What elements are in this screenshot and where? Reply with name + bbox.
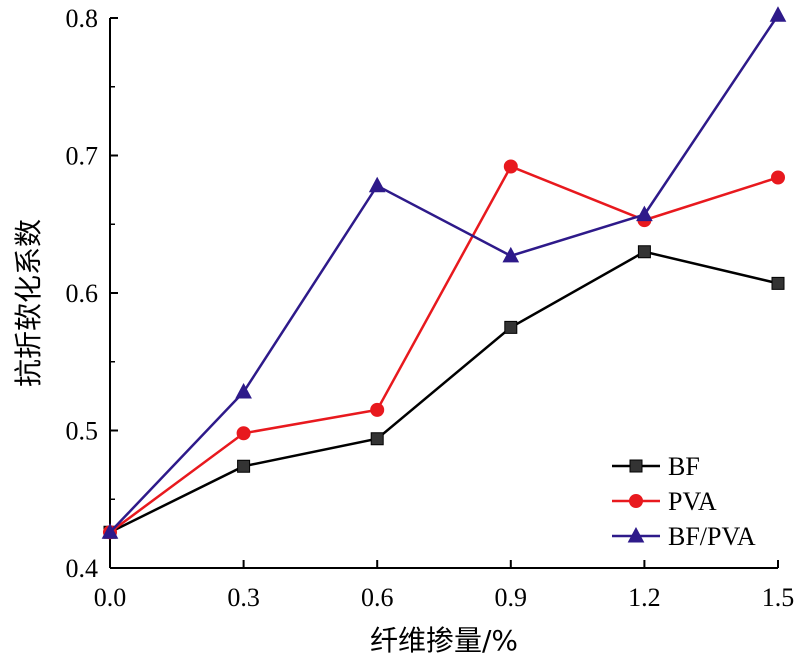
axes: [109, 18, 778, 569]
data-point-bf: [237, 459, 251, 473]
y-tick-label: 0.8: [66, 4, 99, 33]
legend-label: BF: [668, 452, 700, 481]
data-point-pva: [771, 170, 785, 185]
x-tick-label: 0.9: [495, 583, 528, 612]
x-tick-label: 1.2: [628, 583, 661, 612]
data-point-bf-pva: [636, 205, 653, 222]
legend: BF PVA BF/PVA: [612, 452, 756, 551]
y-tick-label: 0.5: [66, 417, 99, 446]
data-point-bf-pva: [502, 246, 520, 263]
legend-marker-bf-pva: [627, 526, 645, 543]
y-tick-label: 0.6: [66, 279, 99, 308]
data-point-pva: [236, 426, 251, 441]
series-pva: [103, 159, 785, 540]
data-point-bf: [370, 432, 384, 446]
y-axis-ticks: 0.4 0.5 0.6 0.7 0.8: [66, 4, 118, 583]
y-tick-label: 0.7: [66, 142, 99, 171]
series-line-pva: [109, 164, 779, 534]
legend-item-bf-pva: BF/PVA: [612, 522, 756, 551]
series-line-bf: [109, 250, 779, 534]
legend-label: BF/PVA: [668, 522, 756, 551]
x-axis-ticks: 0.0 0.3 0.6 0.9 1.2 1.5: [94, 560, 795, 612]
legend-marker-bf: [629, 459, 643, 473]
y-tick-label: 0.4: [66, 554, 99, 583]
legend-item-pva: PVA: [612, 487, 717, 516]
data-point-bf-pva: [368, 176, 386, 193]
data-point-bf: [504, 320, 518, 334]
data-point-bf: [771, 276, 785, 290]
data-point-bf-pva: [235, 382, 252, 399]
legend-item-bf: BF: [612, 452, 700, 481]
data-point-bf-pva: [769, 6, 787, 22]
data-point-bf-pva: [101, 523, 119, 539]
series-bf-pva: [101, 6, 787, 539]
data-point-pva: [370, 402, 385, 417]
x-axis-title: 纤维掺量/%: [370, 624, 518, 657]
legend-label: PVA: [668, 487, 717, 516]
legend-marker-pva: [629, 494, 643, 508]
data-point-bf: [637, 245, 651, 259]
series-layer: [101, 6, 787, 540]
y-axis-title: 抗折软化系数: [12, 219, 45, 387]
x-tick-label: 0.6: [361, 583, 394, 612]
x-tick-label: 0.3: [227, 583, 260, 612]
x-tick-label: 0.0: [94, 583, 127, 612]
data-point-pva: [503, 159, 518, 174]
x-tick-label: 1.5: [762, 583, 795, 612]
series-line-bf-pva: [109, 14, 780, 534]
